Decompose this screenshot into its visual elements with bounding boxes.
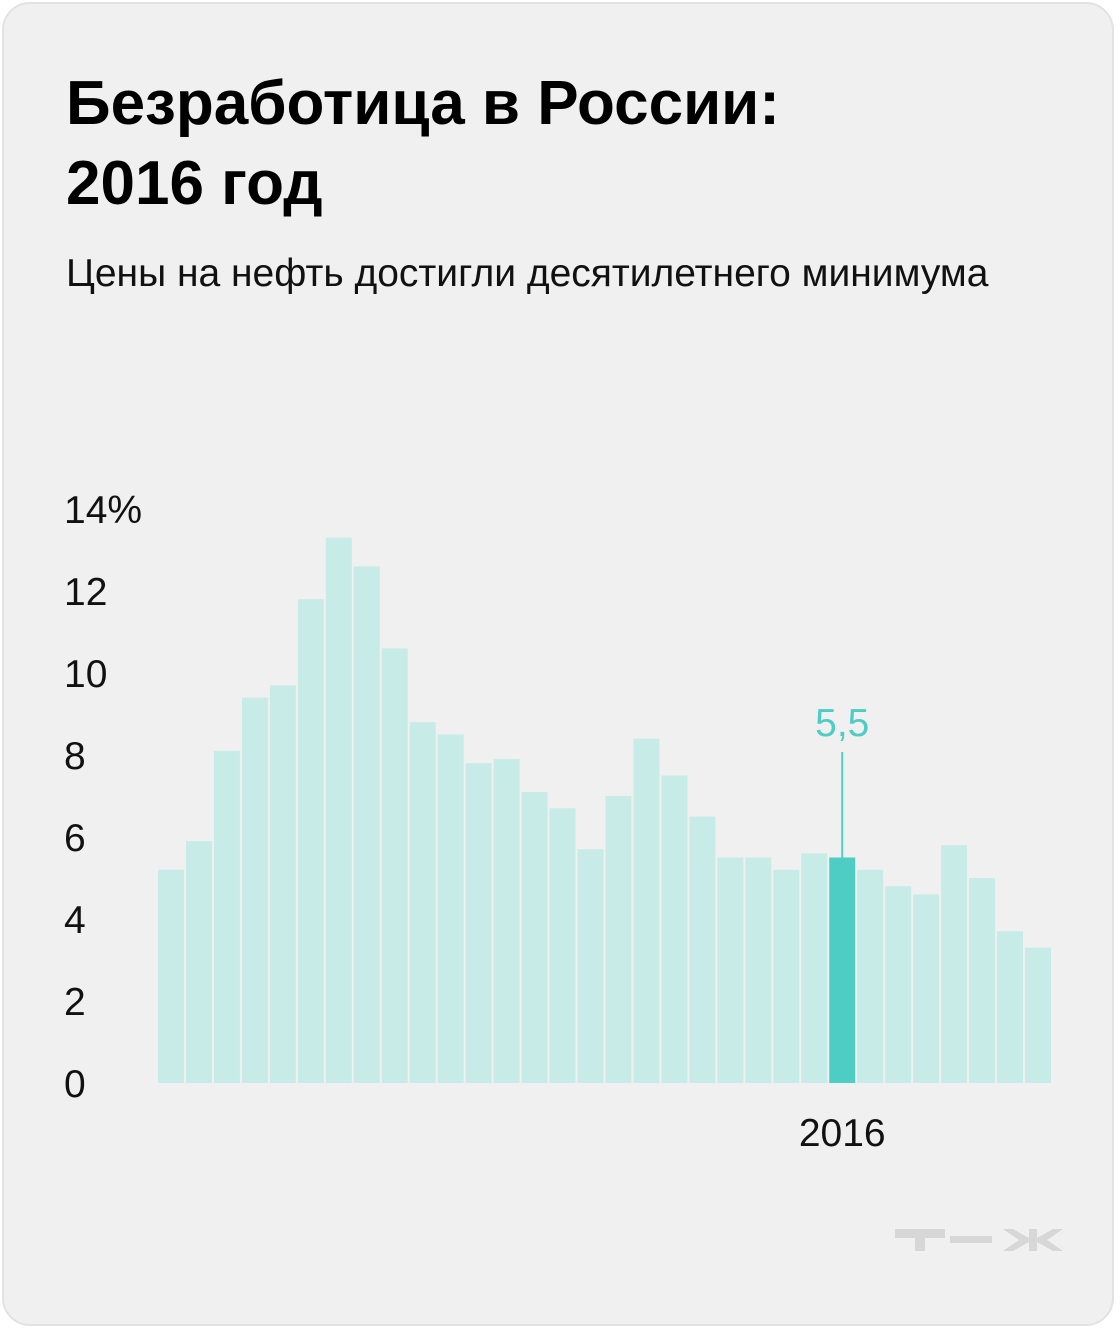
y-tick-label: 6 [64,817,86,860]
chart-subtitle: Цены на нефть достигли десятилетнего мин… [66,252,989,295]
bar [521,791,548,1083]
y-axis-ticks: 0 2 4 6 8 10 12 14% [64,489,142,1106]
y-tick-label: 4 [64,899,86,942]
bar [409,722,436,1083]
bar [269,685,296,1083]
bar [185,841,212,1083]
bar [493,759,520,1083]
bar [241,697,268,1083]
bar [969,878,996,1083]
bar [158,869,184,1083]
bar [941,845,968,1083]
bar [325,537,352,1083]
y-tick-label: 12 [64,571,107,614]
bar [857,869,884,1083]
bar [437,734,464,1083]
y-tick-label: 8 [64,735,86,778]
y-tick-label: 14% [64,489,142,532]
bar [1025,947,1051,1083]
bar [353,566,380,1083]
bar [913,894,940,1083]
bar [633,738,660,1083]
y-tick-label: 2 [64,981,86,1024]
bar [297,599,324,1083]
tzh-logo [895,1229,1063,1251]
bar [577,849,604,1083]
bar [773,869,800,1083]
bar [213,750,240,1083]
bar [689,816,716,1083]
bars [158,537,1051,1083]
bar [605,796,632,1083]
bar [745,857,772,1083]
chart-title: Безработица в России: 2016 год [66,69,780,218]
bar [717,857,744,1083]
bar [801,853,828,1083]
bar [549,808,576,1083]
x-axis-labels: 2016 [799,1112,886,1155]
callout-label: 5,5 [815,702,869,745]
highlight-callout: 5,5 [815,702,869,858]
bar [661,775,688,1083]
y-tick-label: 10 [64,653,107,696]
bar [381,648,408,1083]
bar [997,931,1024,1083]
x-tick-label: 2016 [799,1112,886,1155]
bar [885,886,912,1083]
highlight-bar [829,857,856,1083]
bar [465,763,492,1083]
y-tick-label: 0 [64,1063,86,1106]
